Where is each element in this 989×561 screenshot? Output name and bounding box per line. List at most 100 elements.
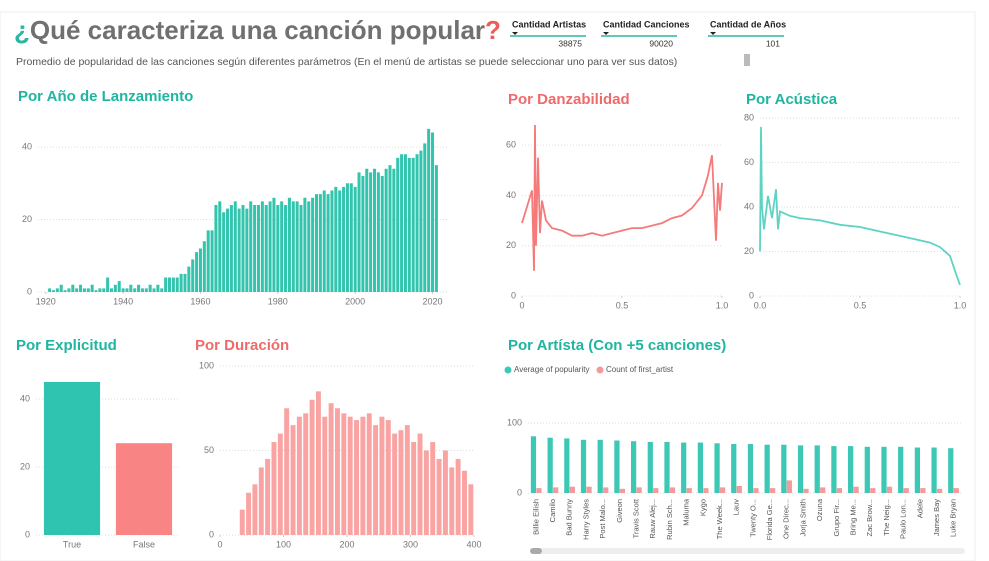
- x-tick-label: 100: [276, 539, 291, 549]
- bar: [920, 488, 926, 493]
- scrollbar-track[interactable]: [530, 548, 965, 554]
- bar: [55, 288, 59, 292]
- bar: [256, 205, 260, 292]
- y-tick-label: 50: [204, 445, 214, 455]
- bar: [271, 442, 277, 535]
- bar: [237, 208, 241, 292]
- bar: [226, 208, 230, 292]
- x-tick-label: Adele: [915, 499, 924, 518]
- bar: [106, 277, 110, 292]
- bar: [59, 284, 63, 292]
- bar: [753, 488, 759, 493]
- x-tick-label: Maluma: [682, 498, 691, 526]
- kpi-dropdown: [512, 32, 518, 35]
- bar: [260, 201, 264, 292]
- bar: [669, 487, 676, 493]
- bar: [75, 288, 79, 292]
- bar: [864, 446, 870, 493]
- bar: [246, 492, 252, 535]
- x-tick-label: 0: [519, 300, 524, 310]
- bar: [295, 201, 299, 292]
- x-tick-label: 0.5: [616, 300, 629, 310]
- chart-title: Por Acústica: [746, 91, 838, 108]
- bar: [530, 436, 537, 493]
- y-tick-label: 100: [507, 417, 522, 427]
- bar: [731, 444, 737, 493]
- bar: [847, 446, 854, 493]
- bar: [384, 168, 388, 292]
- x-tick-label: False: [133, 539, 155, 549]
- x-tick-label: Travis Scott: [631, 498, 640, 538]
- x-tick-label: The Week...: [715, 499, 724, 539]
- bar: [400, 154, 404, 292]
- bar: [117, 281, 121, 292]
- bar: [113, 284, 117, 292]
- bar: [277, 433, 283, 535]
- bar: [291, 201, 295, 292]
- bar: [264, 205, 268, 292]
- bar: [129, 284, 133, 292]
- title-open: ¿: [14, 15, 30, 45]
- bar: [179, 273, 183, 292]
- bar: [79, 284, 83, 292]
- bar: [870, 488, 876, 493]
- bar: [564, 438, 570, 493]
- bar: [396, 157, 400, 292]
- bar: [392, 433, 398, 535]
- bar: [115, 443, 173, 535]
- bar: [206, 230, 210, 292]
- bar: [376, 172, 380, 292]
- y-tick-label: 60: [744, 157, 754, 167]
- x-tick-label: 1940: [113, 296, 133, 306]
- x-tick-label: 0.0: [754, 300, 767, 310]
- bar: [152, 288, 156, 292]
- bar: [365, 168, 369, 292]
- bar: [183, 273, 187, 292]
- bar: [195, 252, 199, 292]
- x-tick-label: Post Malo...: [598, 499, 607, 539]
- line: [521, 124, 723, 271]
- bar: [353, 186, 357, 292]
- bar: [360, 416, 366, 535]
- scrollbar-thumb[interactable]: [530, 548, 542, 554]
- bar: [303, 413, 309, 535]
- bar: [603, 487, 609, 493]
- bar: [290, 425, 296, 535]
- bar: [94, 290, 98, 292]
- y-tick-label: 20: [20, 461, 30, 471]
- y-tick-label: 0: [27, 286, 32, 296]
- bar: [547, 437, 553, 493]
- y-tick-label: 0: [749, 290, 754, 300]
- chart-title: Por Explicitud: [16, 337, 117, 354]
- slider-handle[interactable]: [744, 54, 750, 66]
- x-tick-label: 1920: [36, 296, 56, 306]
- bar: [303, 197, 307, 292]
- bar: [786, 480, 792, 493]
- bar: [430, 442, 436, 535]
- bar: [198, 248, 202, 292]
- bar: [914, 447, 920, 493]
- bar: [814, 445, 820, 493]
- bar: [133, 288, 137, 292]
- bar: [171, 277, 175, 292]
- chart-title: Por Artísta (Con +5 canciones): [508, 337, 726, 354]
- bar: [770, 488, 776, 493]
- bar: [630, 441, 637, 493]
- kpi-label: Cantidad Artistas: [512, 19, 586, 29]
- y-tick-label: 20: [22, 214, 32, 224]
- bar: [148, 284, 152, 292]
- x-tick-label: Rauw Alej...: [648, 499, 657, 539]
- bar: [284, 205, 288, 292]
- x-tick-label: The Neig...: [882, 499, 891, 536]
- bar: [326, 194, 330, 292]
- kpi-value: 38875: [558, 38, 582, 48]
- kpi-value: 101: [766, 38, 780, 48]
- bar: [614, 440, 620, 493]
- bar: [831, 446, 837, 493]
- bar: [403, 154, 407, 292]
- bar: [349, 183, 353, 292]
- bar: [423, 450, 429, 535]
- x-tick-label: Kygo: [698, 499, 707, 516]
- bar: [569, 486, 575, 493]
